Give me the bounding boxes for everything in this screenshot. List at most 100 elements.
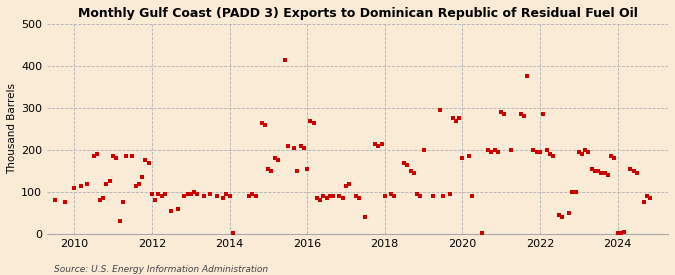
Point <box>182 192 193 196</box>
Point <box>88 154 99 158</box>
Point <box>350 194 361 198</box>
Point <box>101 181 112 186</box>
Point <box>554 213 565 217</box>
Point <box>263 167 274 171</box>
Point <box>499 112 510 116</box>
Point <box>328 194 339 198</box>
Point <box>535 150 545 154</box>
Point <box>318 194 329 198</box>
Point <box>379 194 390 198</box>
Point <box>282 144 293 148</box>
Point <box>612 231 623 235</box>
Point <box>495 110 506 114</box>
Y-axis label: Thousand Barrels: Thousand Barrels <box>7 83 17 174</box>
Point <box>412 192 423 196</box>
Point <box>334 194 345 198</box>
Point <box>580 148 591 152</box>
Point <box>538 112 549 116</box>
Point <box>198 194 209 198</box>
Point <box>576 152 587 156</box>
Point <box>260 123 271 127</box>
Point <box>564 211 574 215</box>
Point <box>302 167 313 171</box>
Point <box>221 192 232 196</box>
Point <box>466 194 477 198</box>
Point <box>95 198 106 202</box>
Point <box>638 200 649 205</box>
Point <box>457 156 468 161</box>
Point <box>250 194 261 198</box>
Point <box>338 196 348 200</box>
Point <box>483 148 494 152</box>
Point <box>593 169 603 173</box>
Point <box>515 112 526 116</box>
Point <box>373 144 383 148</box>
Point <box>173 207 184 211</box>
Point <box>108 154 119 158</box>
Point <box>408 171 419 175</box>
Point <box>389 194 400 198</box>
Point <box>211 194 222 198</box>
Point <box>59 200 70 205</box>
Point <box>134 181 144 186</box>
Point <box>266 169 277 173</box>
Point <box>279 57 290 62</box>
Point <box>244 194 254 198</box>
Point <box>402 163 412 167</box>
Point <box>146 192 157 196</box>
Point <box>295 144 306 148</box>
Point <box>224 194 235 198</box>
Point <box>256 120 267 125</box>
Point <box>522 74 533 79</box>
Point <box>641 194 652 198</box>
Point <box>344 181 354 186</box>
Point <box>518 114 529 119</box>
Point <box>586 167 597 171</box>
Point <box>156 194 167 198</box>
Point <box>605 154 616 158</box>
Point <box>246 192 257 196</box>
Point <box>628 169 639 173</box>
Point <box>444 192 455 196</box>
Point <box>140 158 151 163</box>
Point <box>273 158 284 163</box>
Point <box>269 156 280 161</box>
Point <box>49 198 60 202</box>
Point <box>111 156 122 161</box>
Point <box>321 196 332 200</box>
Point <box>292 169 303 173</box>
Point <box>98 196 109 200</box>
Point <box>82 181 92 186</box>
Point <box>428 194 439 198</box>
Point <box>645 196 655 200</box>
Point <box>186 192 196 196</box>
Point <box>464 154 475 158</box>
Point <box>353 196 364 200</box>
Point <box>179 194 190 198</box>
Point <box>448 116 458 121</box>
Point <box>616 231 626 235</box>
Point <box>305 118 316 123</box>
Point <box>324 194 335 198</box>
Point <box>528 148 539 152</box>
Point <box>192 192 202 196</box>
Point <box>493 150 504 154</box>
Point <box>376 141 387 146</box>
Point <box>454 116 464 121</box>
Point <box>625 167 636 171</box>
Title: Monthly Gulf Coast (PADD 3) Exports to Dominican Republic of Residual Fuel Oil: Monthly Gulf Coast (PADD 3) Exports to D… <box>78 7 637 20</box>
Point <box>311 196 322 200</box>
Point <box>114 219 125 224</box>
Point <box>506 148 516 152</box>
Point <box>308 120 319 125</box>
Point <box>547 154 558 158</box>
Point <box>557 215 568 219</box>
Point <box>159 192 170 196</box>
Point <box>127 154 138 158</box>
Point <box>315 198 325 202</box>
Point <box>340 183 351 188</box>
Point <box>166 209 177 213</box>
Point <box>150 198 161 202</box>
Point <box>486 150 497 154</box>
Point <box>76 183 86 188</box>
